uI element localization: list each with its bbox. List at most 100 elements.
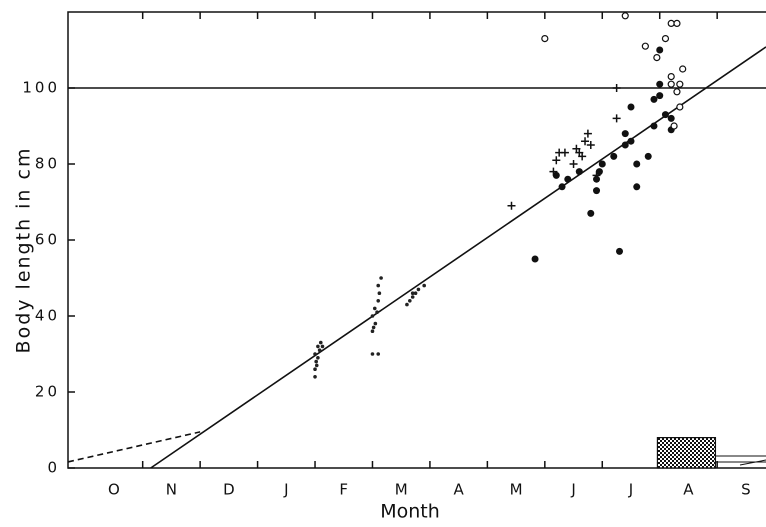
y-tick-label: 80 (35, 155, 60, 173)
point (679, 65, 687, 73)
point (673, 19, 681, 27)
point (376, 352, 381, 356)
point (650, 122, 658, 130)
point (656, 46, 664, 54)
x-tick-label: M (510, 481, 523, 499)
point (313, 367, 317, 372)
point (552, 171, 560, 179)
point (667, 114, 675, 122)
point (316, 344, 320, 349)
point (318, 340, 323, 345)
point (616, 247, 624, 255)
x-tick-label: A (454, 481, 465, 499)
point (416, 287, 421, 292)
point (413, 291, 418, 296)
x-tick-label: J (570, 481, 575, 499)
point (627, 137, 635, 145)
point (621, 141, 629, 149)
point (627, 103, 635, 111)
point (661, 34, 670, 43)
fit-line (67, 431, 201, 463)
point (371, 325, 376, 330)
point (610, 152, 618, 160)
plot-frame (67, 11, 766, 469)
point (377, 291, 382, 296)
point (313, 352, 317, 356)
point (578, 152, 587, 161)
point (661, 111, 669, 119)
point (379, 276, 383, 280)
y-tick-label: 100 (22, 79, 60, 97)
point (633, 183, 641, 191)
point (667, 80, 675, 88)
fit-line (150, 46, 766, 469)
point (370, 352, 375, 356)
point (633, 160, 641, 168)
point (376, 299, 381, 303)
x-tick-label: J (628, 481, 633, 499)
x-tick-label: J (283, 481, 288, 499)
point (593, 187, 601, 195)
point (317, 348, 322, 353)
x-tick-label: F (339, 481, 348, 499)
point (592, 171, 601, 180)
x-axis-label: Month (380, 501, 440, 523)
point (560, 148, 569, 157)
point (667, 19, 675, 27)
point (313, 375, 317, 379)
point (667, 72, 675, 81)
point (410, 295, 415, 299)
point (644, 152, 652, 160)
point (408, 299, 412, 303)
point (673, 88, 681, 96)
y-tick-label: 20 (35, 383, 60, 401)
point (531, 255, 539, 263)
point (595, 168, 603, 176)
point (586, 141, 595, 149)
point (314, 363, 319, 368)
point (370, 314, 375, 318)
point (653, 53, 661, 62)
point (375, 310, 379, 315)
point (552, 156, 561, 165)
point (583, 129, 592, 138)
point (656, 80, 664, 88)
x-tick-label: O (108, 481, 120, 499)
point (569, 160, 578, 168)
y-tick-label: 0 (47, 459, 60, 477)
side-arrows (716, 455, 766, 466)
x-tick-label: S (741, 481, 751, 499)
point (621, 130, 629, 138)
point (621, 12, 629, 20)
point (376, 283, 381, 288)
hatched-box (656, 437, 717, 469)
point (541, 34, 549, 43)
point (410, 291, 415, 296)
point (641, 42, 649, 50)
y-tick-label: 60 (35, 231, 60, 249)
point (320, 344, 325, 349)
x-tick-label: A (683, 481, 694, 499)
point (598, 160, 606, 168)
y-axis-label: Body length in cm (13, 147, 35, 354)
point (558, 183, 566, 191)
point (316, 356, 320, 360)
point (564, 175, 572, 183)
point (373, 321, 378, 326)
point (612, 84, 621, 92)
point (676, 103, 684, 111)
x-tick-label: D (223, 481, 235, 499)
point (370, 329, 375, 334)
point (587, 209, 595, 217)
point (656, 92, 664, 100)
point (372, 306, 377, 311)
point (549, 167, 558, 176)
y-tick-label: 40 (35, 307, 60, 325)
point (581, 137, 590, 146)
point (575, 168, 583, 176)
x-tick-label: N (166, 481, 177, 499)
point (405, 302, 409, 307)
point (507, 201, 516, 210)
point (650, 95, 658, 103)
